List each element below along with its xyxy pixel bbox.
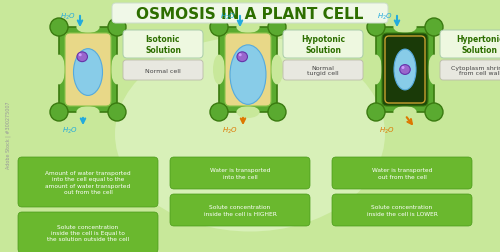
Text: Solute concentration
inside the cell is Equal to
the solution outside the cell: Solute concentration inside the cell is …: [47, 224, 129, 241]
Ellipse shape: [394, 107, 416, 118]
Ellipse shape: [210, 19, 228, 37]
Ellipse shape: [394, 50, 416, 90]
Ellipse shape: [425, 19, 443, 37]
FancyBboxPatch shape: [283, 61, 363, 81]
Text: $H_2O$: $H_2O$: [377, 12, 393, 22]
Text: Solute concentration
inside the cell is LOWER: Solute concentration inside the cell is …: [366, 205, 438, 216]
Ellipse shape: [77, 53, 88, 62]
Ellipse shape: [76, 22, 100, 34]
FancyBboxPatch shape: [112, 4, 388, 24]
FancyBboxPatch shape: [376, 28, 434, 113]
Text: Water is transported
out from the cell: Water is transported out from the cell: [372, 168, 432, 179]
FancyBboxPatch shape: [332, 194, 472, 226]
Text: $H_2O$: $H_2O$: [62, 125, 78, 136]
FancyBboxPatch shape: [382, 34, 428, 107]
FancyBboxPatch shape: [170, 194, 310, 226]
Text: Solute concentration
inside the cell is HIGHER: Solute concentration inside the cell is …: [204, 205, 277, 216]
FancyBboxPatch shape: [18, 212, 158, 252]
Ellipse shape: [400, 65, 410, 75]
Ellipse shape: [370, 55, 382, 85]
FancyBboxPatch shape: [123, 61, 203, 81]
Text: $H_2O$: $H_2O$: [60, 12, 76, 22]
Text: Normal
turgid cell: Normal turgid cell: [307, 65, 339, 76]
Ellipse shape: [108, 19, 126, 37]
FancyBboxPatch shape: [283, 31, 363, 59]
Ellipse shape: [210, 104, 228, 121]
FancyBboxPatch shape: [123, 31, 203, 59]
Text: Water is transported
into the cell: Water is transported into the cell: [210, 168, 270, 179]
Ellipse shape: [74, 49, 102, 96]
Ellipse shape: [367, 104, 385, 121]
Text: Isotonic
Solution: Isotonic Solution: [145, 35, 181, 54]
Ellipse shape: [78, 54, 82, 57]
Text: Cytoplasm shrinks
from cell wall: Cytoplasm shrinks from cell wall: [451, 65, 500, 76]
Text: Amount of water transported
into the cell equal to the
amount of water transport: Amount of water transported into the cel…: [45, 171, 131, 194]
Text: OSMOSIS IN A PLANT CELL: OSMOSIS IN A PLANT CELL: [136, 7, 364, 21]
Ellipse shape: [115, 37, 385, 232]
Text: $H_2O$: $H_2O$: [220, 12, 236, 22]
Ellipse shape: [50, 104, 68, 121]
Ellipse shape: [238, 54, 242, 57]
Text: Hypertonic
Solution: Hypertonic Solution: [456, 35, 500, 54]
Ellipse shape: [236, 107, 260, 118]
Ellipse shape: [394, 22, 416, 34]
Ellipse shape: [268, 104, 286, 121]
FancyBboxPatch shape: [59, 28, 117, 113]
Text: $H_2O$: $H_2O$: [379, 125, 395, 136]
FancyBboxPatch shape: [440, 31, 500, 59]
Ellipse shape: [53, 55, 65, 85]
Text: Adobe Stock | #300275007: Adobe Stock | #300275007: [5, 101, 11, 168]
FancyBboxPatch shape: [440, 61, 500, 81]
Ellipse shape: [402, 67, 404, 70]
Ellipse shape: [108, 104, 126, 121]
Ellipse shape: [268, 19, 286, 37]
FancyBboxPatch shape: [65, 34, 111, 107]
Text: $H_2O$: $H_2O$: [222, 125, 238, 136]
Text: Normal cell: Normal cell: [145, 68, 181, 73]
Ellipse shape: [50, 19, 68, 37]
Ellipse shape: [271, 55, 283, 85]
FancyBboxPatch shape: [385, 37, 425, 104]
Ellipse shape: [428, 55, 440, 85]
Ellipse shape: [76, 107, 100, 118]
Ellipse shape: [425, 104, 443, 121]
FancyBboxPatch shape: [225, 34, 271, 107]
Ellipse shape: [236, 22, 260, 34]
Ellipse shape: [367, 19, 385, 37]
FancyBboxPatch shape: [18, 158, 158, 207]
Ellipse shape: [237, 53, 248, 62]
Ellipse shape: [111, 55, 123, 85]
Ellipse shape: [230, 46, 266, 105]
Ellipse shape: [213, 55, 225, 85]
Text: Hypotonic
Solution: Hypotonic Solution: [301, 35, 345, 54]
FancyBboxPatch shape: [219, 28, 277, 113]
FancyBboxPatch shape: [170, 158, 310, 189]
FancyBboxPatch shape: [332, 158, 472, 189]
